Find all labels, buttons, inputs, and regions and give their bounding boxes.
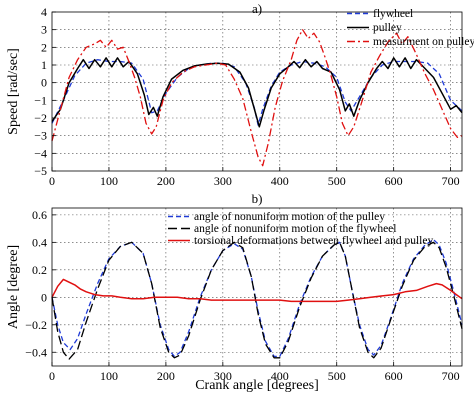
x-axis-label: Crank angle [degrees]: [195, 378, 319, 393]
y-tick-label: 3: [41, 23, 47, 37]
x-tick-label: 300: [214, 369, 232, 383]
y-tick-label: 1: [41, 58, 47, 72]
panel-b-angle-chart: 0 100 200 300 400 500 600 700 −0.4 −0.2 0 0.2 0.4 0.6…: [6, 191, 463, 393]
series-line-3: [51, 278, 463, 303]
series-line-2: [51, 241, 463, 360]
y-tick-label: −2: [34, 111, 47, 125]
y-tick-label: −3: [34, 129, 47, 143]
legend-label-3: measurment on pulley: [373, 36, 474, 48]
y-tick-label: 0: [41, 76, 47, 90]
y-tick-label: 2: [41, 40, 47, 54]
x-tick-label: 300: [214, 174, 232, 188]
x-tick-label: 700: [442, 174, 460, 188]
y-tick-label: 4: [41, 5, 47, 19]
legend-label-1: angle of nonuniform motion of the pulley: [194, 211, 385, 223]
legend: angle of nonuniform motion of the pulley…: [168, 211, 433, 247]
series-line-1: [51, 238, 463, 358]
y-tick-label: 0.4: [32, 235, 47, 249]
x-tick-label: 100: [100, 174, 118, 188]
x-tick-label: 600: [385, 174, 403, 188]
legend: flywheel pulley measurment on pulley: [347, 8, 474, 48]
y-tick-label: −0.4: [25, 345, 47, 359]
panel-title: a): [252, 1, 262, 16]
legend-label-2: angle of nonuniform motion of the flywhe…: [194, 223, 396, 235]
series-line-1: [51, 59, 463, 126]
x-tick-label: 400: [271, 174, 289, 188]
y-tick-label: −1: [34, 93, 47, 107]
x-tick-label: 100: [100, 369, 118, 383]
y-axis-label: Speed [rad/sec]: [6, 48, 21, 135]
panel-title: b): [252, 191, 263, 206]
x-tick-label: 600: [385, 369, 403, 383]
series-line-3: [51, 29, 463, 167]
y-tick-label: 0.6: [32, 208, 47, 222]
plot-frame: [51, 207, 463, 367]
x-tick-label: 500: [328, 174, 346, 188]
grid: [52, 208, 462, 366]
plot-frame: [51, 11, 463, 172]
y-tick-label: −5: [34, 164, 47, 178]
y-tick-label: −4: [34, 146, 47, 160]
panel-a-speed-chart: 0 100 200 300 400 500 600 700 −5 −4 −3 −2 −1 0 1 2 3 4 a) S…: [6, 1, 474, 188]
legend-label-1: flywheel: [373, 8, 413, 20]
x-tick-label: 200: [157, 369, 175, 383]
legend-label-2: pulley: [373, 22, 402, 34]
legend-label-3: torsional deformations between flywheel …: [194, 235, 433, 247]
x-tick-label: 0: [49, 174, 55, 188]
y-tick-label: 0.2: [32, 263, 47, 277]
y-tick-label: 0: [41, 290, 47, 304]
x-tick-label: 500: [328, 369, 346, 383]
series-line-2: [51, 57, 463, 128]
x-tick-label: 700: [442, 369, 460, 383]
x-tick-label: 200: [157, 174, 175, 188]
x-tick-label: 400: [271, 369, 289, 383]
y-tick-label: −0.2: [25, 318, 47, 332]
y-axis-label: Angle [degree]: [6, 245, 21, 329]
x-tick-label: 0: [49, 369, 55, 383]
